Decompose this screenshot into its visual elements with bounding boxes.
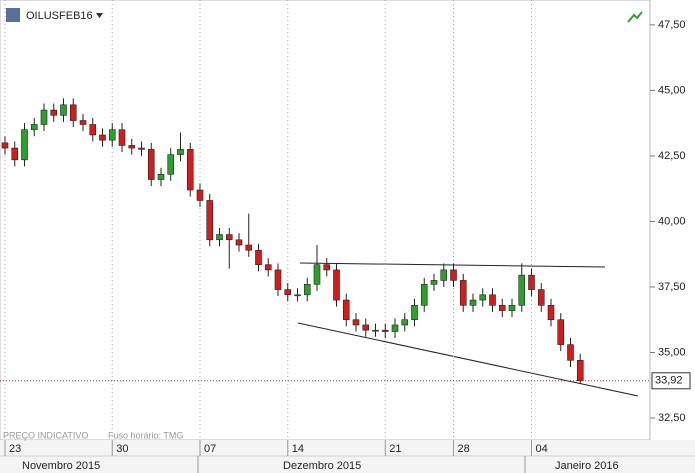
candle-body bbox=[30, 124, 38, 131]
candle-body bbox=[420, 284, 428, 306]
candle-body bbox=[186, 149, 194, 191]
month-label: Janeiro 2016 bbox=[555, 460, 619, 472]
candle-body bbox=[284, 289, 292, 296]
candle-body bbox=[576, 360, 584, 382]
candle-body bbox=[430, 280, 438, 285]
candle-body bbox=[567, 344, 574, 361]
candle-body bbox=[274, 269, 282, 290]
candle-body bbox=[11, 147, 19, 161]
candle-body bbox=[537, 289, 545, 306]
candle-body bbox=[167, 154, 175, 175]
candle-body bbox=[479, 294, 487, 301]
candle-body bbox=[401, 319, 409, 326]
candle-body bbox=[177, 149, 184, 155]
y-tick-label: 35,00 bbox=[658, 346, 686, 358]
candle-body bbox=[313, 264, 321, 285]
candle-body bbox=[508, 305, 516, 311]
candle-body bbox=[303, 284, 311, 296]
candle-body bbox=[362, 324, 370, 331]
candle-body bbox=[118, 129, 126, 146]
candle-body bbox=[147, 149, 155, 180]
candle-body bbox=[245, 244, 253, 251]
candle-body bbox=[547, 305, 555, 321]
x-tick-label: 14 bbox=[292, 443, 304, 455]
candle-body bbox=[264, 264, 272, 271]
candle-body bbox=[196, 189, 204, 201]
candle-body bbox=[108, 129, 116, 141]
candle-body bbox=[440, 269, 448, 281]
x-tick-label: 21 bbox=[389, 443, 401, 455]
candle-body bbox=[450, 269, 457, 281]
month-label: Novembro 2015 bbox=[22, 460, 100, 472]
candle-body bbox=[498, 305, 506, 311]
y-tick-label: 32,50 bbox=[658, 412, 686, 424]
candle-body bbox=[381, 329, 389, 332]
candle-body bbox=[99, 134, 106, 141]
candle-body bbox=[157, 173, 165, 180]
x-tick-label: 07 bbox=[204, 443, 216, 455]
timezone-note: Fuso horário: TMG bbox=[108, 430, 183, 440]
candle-body bbox=[528, 274, 535, 290]
candle-body bbox=[216, 234, 223, 241]
candle-body bbox=[469, 299, 477, 306]
candle-body bbox=[333, 269, 340, 301]
instrument-title[interactable]: OILUSFEB16 bbox=[26, 10, 93, 22]
candle-body bbox=[50, 109, 58, 116]
candle-body bbox=[138, 147, 145, 150]
candle-body bbox=[518, 274, 526, 306]
candle-body bbox=[411, 305, 418, 321]
candle-body bbox=[391, 324, 399, 332]
candle-body bbox=[255, 249, 262, 265]
y-tick-label: 40,00 bbox=[658, 215, 686, 227]
x-tick-label: 30 bbox=[116, 443, 128, 455]
y-tick-label: 45,00 bbox=[658, 84, 686, 96]
candle-body bbox=[1, 142, 9, 149]
trend-line-lower bbox=[297, 322, 639, 397]
last-price-label: 33,92 bbox=[655, 375, 683, 387]
y-tick-label: 47,50 bbox=[658, 19, 686, 31]
plot-area bbox=[0, 0, 651, 441]
candle-body bbox=[372, 329, 379, 332]
candle-body bbox=[21, 129, 28, 161]
x-tick-label: 28 bbox=[458, 443, 470, 455]
trend-icon bbox=[627, 11, 643, 23]
last-price-box bbox=[651, 372, 691, 390]
candle-body bbox=[60, 104, 67, 116]
candle-body bbox=[352, 319, 360, 326]
x-tick-label: 04 bbox=[536, 443, 548, 455]
candle-body bbox=[206, 200, 214, 241]
candle-body bbox=[489, 294, 496, 306]
footer-note: PREÇO INDICATIVO bbox=[3, 430, 88, 440]
candle-body bbox=[79, 120, 87, 125]
candle-body bbox=[323, 264, 331, 271]
y-tick-label: 42,50 bbox=[658, 150, 686, 162]
candle-body bbox=[557, 319, 565, 345]
x-tick-label: 23 bbox=[9, 443, 21, 455]
candle-body bbox=[69, 104, 77, 121]
trend-line-upper bbox=[299, 262, 606, 268]
dropdown-arrow[interactable] bbox=[96, 13, 103, 18]
candle-body bbox=[342, 299, 350, 321]
instrument-icon[interactable] bbox=[6, 8, 20, 22]
candle-body bbox=[459, 280, 467, 306]
candle-body bbox=[40, 109, 48, 125]
candle-body bbox=[225, 234, 233, 241]
month-label: Dezembro 2015 bbox=[283, 460, 361, 472]
candle-body bbox=[128, 145, 136, 149]
y-tick-label: 37,50 bbox=[658, 281, 686, 293]
candle-body bbox=[235, 239, 243, 246]
candle-body bbox=[89, 124, 97, 136]
candle-body bbox=[294, 294, 301, 297]
